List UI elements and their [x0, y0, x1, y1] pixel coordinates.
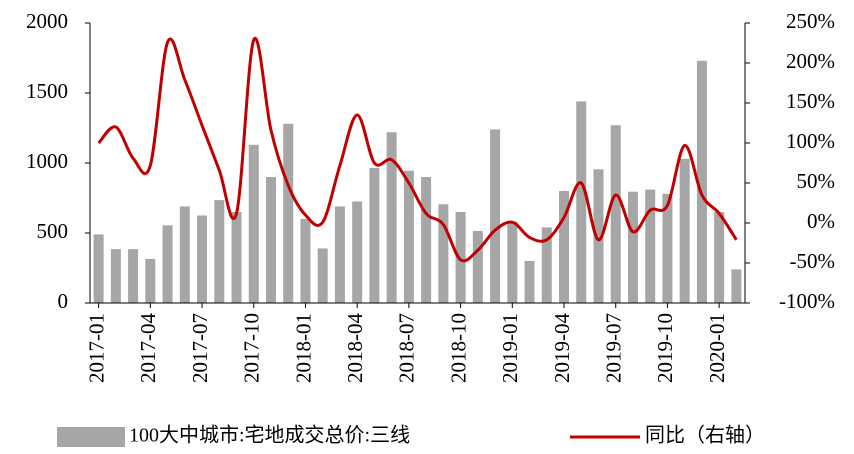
bar	[283, 123, 294, 303]
bar	[110, 249, 121, 303]
bar	[714, 212, 725, 303]
y2-tick-label: 150%	[786, 89, 835, 113]
x-tick-label: 2019-10	[653, 313, 677, 383]
y2-tick-label: -50%	[790, 249, 836, 273]
bar	[438, 204, 449, 303]
y-tick-label: 0	[58, 289, 69, 313]
y-tick-label: 2000	[26, 9, 68, 33]
x-tick-label: 2019-04	[550, 313, 574, 383]
bar	[317, 248, 328, 303]
bar	[214, 200, 225, 303]
bar	[645, 189, 656, 303]
line	[97, 36, 738, 263]
bar	[93, 234, 104, 303]
y2-tick-label: 50%	[797, 169, 836, 193]
legend-swatch	[57, 427, 125, 447]
x-tick-label: 2017-07	[188, 313, 212, 383]
y2-tick-label: 200%	[786, 49, 835, 73]
bar	[179, 206, 190, 303]
bar	[524, 261, 535, 303]
x-tick-label: 2019-07	[602, 313, 626, 383]
bar	[265, 177, 276, 303]
bar	[421, 177, 432, 303]
bar	[248, 144, 259, 303]
bar	[679, 158, 690, 303]
x-tick-label: 2017-10	[240, 313, 264, 383]
x-tick-label: 2018-10	[446, 313, 470, 383]
x-tick-label: 2018-07	[395, 313, 419, 383]
y-tick-label: 1000	[26, 149, 68, 173]
legend-label: 同比（右轴）	[645, 424, 765, 447]
bar	[696, 60, 707, 303]
bar	[541, 227, 552, 303]
bar	[403, 170, 414, 303]
y2-tick-label: 100%	[786, 129, 835, 153]
bar	[162, 225, 173, 303]
x-tick-label: 2017-01	[84, 313, 108, 383]
x-tick-label: 2018-01	[291, 313, 315, 383]
bar	[352, 201, 363, 303]
x-tick-label: 2019-01	[498, 313, 522, 383]
bar	[334, 206, 345, 303]
bar	[662, 193, 673, 303]
bar	[576, 101, 587, 304]
bar	[507, 221, 518, 303]
bar	[197, 215, 208, 303]
bar	[128, 249, 139, 303]
bar	[231, 212, 242, 303]
bar	[490, 129, 501, 303]
y2-tick-label: 250%	[786, 9, 835, 33]
x-tick-label: 2018-04	[343, 313, 367, 383]
bar	[386, 132, 397, 303]
y2-tick-label: -100%	[779, 289, 835, 313]
y2-tick-label: 0%	[807, 209, 835, 233]
y-tick-label: 1500	[26, 79, 68, 103]
bar	[472, 230, 483, 303]
bar	[559, 191, 570, 303]
bar	[455, 212, 466, 303]
bar	[300, 219, 311, 303]
bar	[731, 269, 742, 303]
bar	[627, 191, 638, 303]
bar	[593, 169, 604, 303]
bar	[610, 125, 621, 303]
y-tick-label: 500	[37, 219, 69, 243]
legend-label: 100大中城市:宅地成交总价:三线	[129, 424, 410, 447]
bar	[145, 258, 156, 303]
x-tick-label: 2017-04	[136, 313, 160, 383]
bar	[369, 167, 380, 303]
x-tick-label: 2020-01	[705, 313, 729, 383]
